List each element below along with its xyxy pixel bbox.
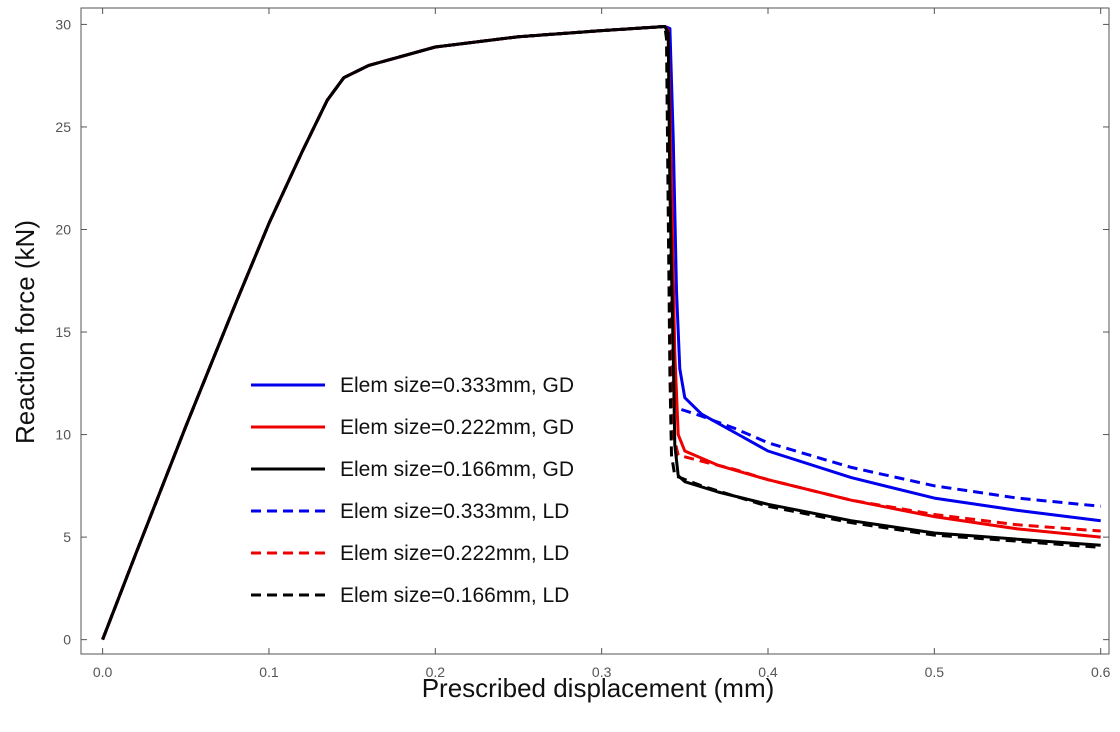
series-line bbox=[101, 25, 1101, 641]
legend-label: Elem size=0.166mm, LD bbox=[340, 584, 569, 607]
y-tick-label: 30 bbox=[55, 16, 71, 32]
x-tick-label: 0.1 bbox=[259, 664, 279, 680]
x-tick-label: 0.2 bbox=[426, 664, 446, 680]
series-line bbox=[101, 25, 1101, 641]
plot-frame bbox=[80, 7, 1110, 655]
y-axis-label: Reaction force (kN) bbox=[10, 220, 40, 444]
x-tick-label: 0.3 bbox=[592, 664, 612, 680]
y-tick-label: 0 bbox=[63, 632, 71, 648]
y-tick-label: 20 bbox=[55, 221, 71, 237]
x-axis-label: Prescribed displacement (mm) bbox=[422, 673, 775, 703]
y-tick-label: 25 bbox=[55, 119, 71, 135]
series-line bbox=[101, 25, 1101, 641]
x-tick-label: 0.5 bbox=[925, 664, 945, 680]
x-tick-label: 0.4 bbox=[758, 664, 778, 680]
y-tick-label: 5 bbox=[63, 529, 71, 545]
series-layer bbox=[101, 25, 1101, 641]
series-line bbox=[101, 25, 1101, 641]
legend-label: Elem size=0.222mm, LD bbox=[340, 542, 569, 565]
series-line bbox=[101, 25, 1101, 641]
legend-label: Elem size=0.333mm, GD bbox=[340, 374, 574, 397]
legend-label: Elem size=0.166mm, GD bbox=[340, 458, 574, 481]
x-tick-label: 0.6 bbox=[1091, 664, 1111, 680]
series-line bbox=[101, 25, 1101, 641]
legend-label: Elem size=0.222mm, GD bbox=[340, 416, 574, 439]
y-tick-label: 15 bbox=[55, 324, 71, 340]
legend: Elem size=0.333mm, GD Elem size=0.222mm, … bbox=[251, 374, 574, 607]
x-tick-label: 0.0 bbox=[93, 664, 113, 680]
ticks: 0.0 0.1 0.2 0.3 0.4 0.5 0.6 0 5 10 15 20 25 30 bbox=[55, 8, 1111, 680]
y-tick-label: 10 bbox=[55, 427, 71, 443]
legend-label: Elem size=0.333mm, LD bbox=[340, 500, 569, 523]
